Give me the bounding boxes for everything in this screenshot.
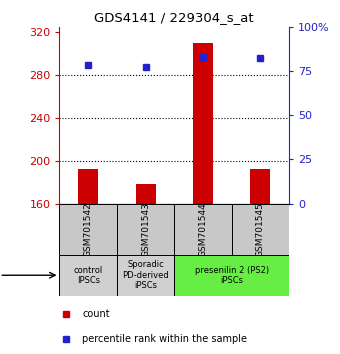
Bar — [59, 204, 117, 255]
Bar — [59, 255, 117, 296]
Text: control
IPSCs: control IPSCs — [73, 266, 103, 285]
Text: count: count — [82, 308, 110, 319]
Bar — [136, 184, 156, 204]
Text: GSM701542: GSM701542 — [84, 202, 93, 257]
Bar — [117, 255, 174, 296]
Bar — [193, 42, 213, 204]
Title: GDS4141 / 229304_s_at: GDS4141 / 229304_s_at — [95, 11, 254, 24]
Text: presenilin 2 (PS2)
iPSCs: presenilin 2 (PS2) iPSCs — [194, 266, 269, 285]
Text: percentile rank within the sample: percentile rank within the sample — [82, 334, 248, 344]
Text: Sporadic
PD-derived
iPSCs: Sporadic PD-derived iPSCs — [122, 260, 169, 290]
Bar — [174, 204, 232, 255]
Bar — [117, 204, 174, 255]
Bar — [232, 204, 289, 255]
Text: GSM701543: GSM701543 — [141, 202, 150, 257]
Bar — [250, 169, 270, 204]
Bar — [174, 255, 289, 296]
Bar — [78, 169, 98, 204]
Text: GSM701545: GSM701545 — [256, 202, 265, 257]
Text: GSM701544: GSM701544 — [199, 202, 207, 257]
